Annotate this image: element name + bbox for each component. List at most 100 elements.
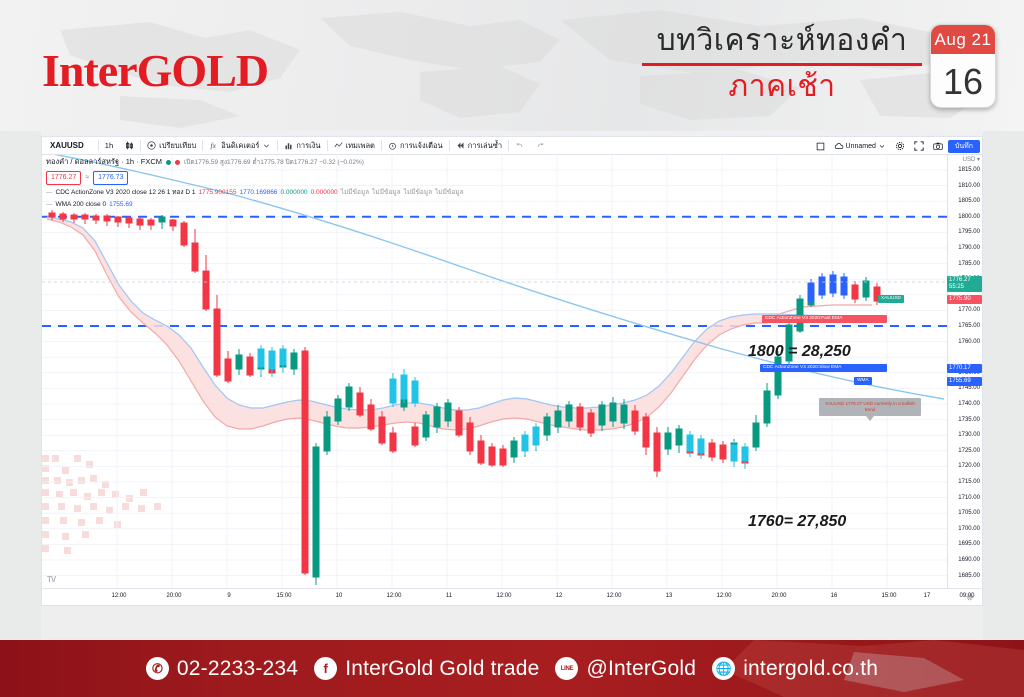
price-tick: 1690.00 <box>958 557 980 563</box>
chart-legend: ทองคำ / ดอลลาร์สหรัฐ · 1h · FXCM เปิด177… <box>46 157 464 210</box>
replay-button[interactable]: การเล่นซ้ำ <box>450 138 508 153</box>
indicator-nodata-4: ไม่มีข้อมูล <box>435 189 464 197</box>
fast-ema-line <box>46 218 872 431</box>
candlestick-icon[interactable] <box>119 138 140 153</box>
trend-tooltip: XAUUSD 1776.27 USD currently in a bullis… <box>819 398 921 422</box>
alarm-clock-icon <box>389 142 396 150</box>
candlestick-series <box>48 210 881 585</box>
calendar-month-year: Aug 21 <box>931 25 995 54</box>
price-tick: 1785.00 <box>958 260 980 267</box>
fullscreen-icon[interactable] <box>910 141 928 151</box>
toolbar-divider <box>326 140 328 151</box>
legend-indicator-actionzone[interactable]: — CDC ActionZone V3 2020 close 12 26 1 ท… <box>46 188 464 197</box>
time-scale-settings-icon[interactable] <box>966 593 974 603</box>
vertical-gridlines <box>116 155 888 588</box>
chart-layout-name: Unnamed <box>845 142 876 150</box>
line-icon: LINE <box>555 657 579 680</box>
toolbar-divider <box>508 140 510 151</box>
indicator-value-3: 0.000000 <box>280 189 308 197</box>
price-tick: 1720.00 <box>958 463 980 470</box>
footer-contacts: ✆ 02-2233-234 f InterGold Gold trade LIN… <box>0 640 1024 697</box>
alerts-button[interactable]: การแจ้งเตือน <box>382 138 449 153</box>
price-tick: 1705.00 <box>958 510 980 517</box>
indicator-value-wma: 1755.69 <box>109 201 133 209</box>
templates-button[interactable]: เทมเพลต <box>328 138 381 153</box>
gear-icon[interactable] <box>891 141 909 151</box>
page-footer: ✆ 02-2233-234 f InterGold Gold trade LIN… <box>0 640 1024 697</box>
price-tick: 1765.00 <box>958 323 980 329</box>
interval-button[interactable]: 1h <box>104 141 114 150</box>
chart-layout-name-button[interactable]: Unnamed <box>830 142 890 151</box>
toolbar-divider <box>97 140 99 151</box>
price-tag-wma: WMA <box>854 377 872 385</box>
slow-ema-line <box>46 216 872 411</box>
date-calendar: Aug 21 16 <box>930 24 996 108</box>
price-tick: 1800.00 <box>958 213 980 220</box>
footer-line[interactable]: LINE @InterGold <box>555 657 696 681</box>
tradingview-chart-window: XAUUSD 1h เปรียบเทียบ fx อินดิเคเตอร์ กา… <box>41 136 983 606</box>
legend-ohlc: เปิด1776.59 สูง1776.69 ต่ำ1775.78 ปิด177… <box>184 158 364 166</box>
save-button[interactable]: บันทึก <box>947 139 980 153</box>
price-tick: 1740.00 <box>958 401 980 407</box>
toolbar-divider <box>448 140 450 151</box>
facebook-icon: f <box>314 657 338 680</box>
price-tick: 1745.00 <box>958 385 980 392</box>
footer-facebook[interactable]: f InterGold Gold trade <box>314 657 539 681</box>
time-tick: 12 <box>555 593 563 599</box>
price-badge-equals: ≈ <box>85 173 90 181</box>
replay-label: การเล่นซ้ำ <box>467 140 503 150</box>
price-scale-unit[interactable]: USD ▾ <box>962 157 980 163</box>
price-tick: 1730.00 <box>958 432 980 439</box>
undo-icon[interactable] <box>509 138 530 153</box>
header-title-block: บทวิเคราะห์ทองคำ ภาคเช้า <box>642 22 922 105</box>
brand-logo: InterGOLD <box>42 45 269 96</box>
redo-icon[interactable] <box>530 138 551 153</box>
map-watermark <box>42 455 161 554</box>
collapse-icon[interactable]: — <box>46 189 53 197</box>
chart-toolbar-right: Unnamed บันทึก <box>812 137 980 155</box>
collapse-icon[interactable]: — <box>46 201 53 209</box>
indicators-button[interactable]: fx อินดิเคเตอร์ <box>203 138 277 153</box>
legend-symbol: ทองคำ / ดอลลาร์สหรัฐ · 1h · FXCM <box>46 157 163 166</box>
bar-chart-icon <box>285 143 292 150</box>
time-scale[interactable]: 12:00 20:00 9 15:00 10 12:00 11 12:00 12… <box>42 588 982 605</box>
footer-phone-text: 02-2233-234 <box>176 656 299 680</box>
price-badge-current: 1776.27 <box>46 170 82 186</box>
price-tick: 1760.00 <box>958 338 980 345</box>
price-tick: 1790.00 <box>958 245 980 251</box>
price-tick: 1815.00 <box>958 167 980 173</box>
footer-facebook-text: InterGold Gold trade <box>345 656 540 680</box>
replay-icon <box>457 142 464 149</box>
price-tag-xauusd: XAUUSD <box>878 295 904 303</box>
time-tick: 15:00 <box>881 593 897 599</box>
phone-icon: ✆ <box>145 657 169 680</box>
indicator-name-actionzone: CDC ActionZone V3 2020 close 12 26 1 ทอง… <box>55 189 196 197</box>
legend-indicator-wma[interactable]: — WMA 200 close 0 1755.69 <box>46 200 464 209</box>
price-tick: 1805.00 <box>958 198 980 205</box>
globe-icon: 🌐 <box>712 657 736 680</box>
footer-phone[interactable]: ✆ 02-2233-234 <box>145 656 299 681</box>
layout-icon[interactable] <box>812 142 829 151</box>
price-tick: 1795.00 <box>958 229 980 236</box>
chart-body[interactable]: ทองคำ / ดอลลาร์สหรัฐ · 1h · FXCM เปิด177… <box>42 155 982 605</box>
indicator-value-2: 1770.169866 <box>239 189 278 197</box>
compare-button[interactable]: เปรียบเทียบ <box>141 138 202 153</box>
toolbar-divider <box>380 140 382 151</box>
chart-plot[interactable] <box>42 155 949 588</box>
price-scale-badge-slow: 1770.17 <box>947 364 982 373</box>
symbol-button[interactable]: XAUUSD <box>50 141 84 150</box>
footer-website[interactable]: 🌐 intergold.co.th <box>712 657 878 681</box>
price-scale[interactable]: USD ▾ 1815.00 1810.00 1805.00 1800.00 17… <box>947 155 982 588</box>
toolbar-divider <box>140 140 142 151</box>
camera-icon[interactable] <box>929 141 947 151</box>
price-tag-slow-ema: CDC ActionZone V3 2020:Slow EMA <box>760 364 887 372</box>
legend-red-dot-icon <box>175 159 181 165</box>
time-tick: 11 <box>445 593 453 599</box>
price-tick: 1725.00 <box>958 447 980 454</box>
left-margin-strip <box>0 131 41 640</box>
price-tick: 1700.00 <box>958 525 980 532</box>
financials-button[interactable]: การเงิน <box>278 138 326 153</box>
price-tag-fast-ema: CDC ActionZone V3 2020:Fast EMA <box>762 315 887 323</box>
footer-line-text: @InterGold <box>586 656 697 680</box>
chevron-down-icon <box>264 144 270 148</box>
